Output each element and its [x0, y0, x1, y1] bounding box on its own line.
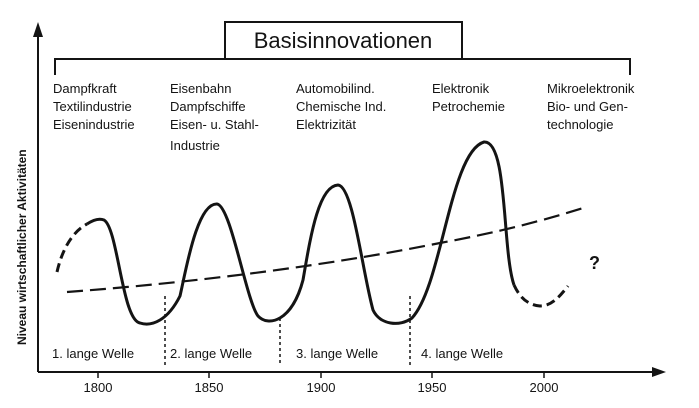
wave-future-dashed: [512, 284, 570, 308]
x-tick-label: 2000: [530, 380, 559, 395]
wave-label-3: 3. lange Welle: [296, 346, 378, 361]
title-box: [224, 21, 463, 60]
innovation-label: Elektronik: [432, 81, 490, 96]
innovation-group-2: Eisenbahn Dampfschiffe Eisen- u. Stahl- …: [170, 81, 259, 153]
innovation-group-4: Elektronik Petrochemie: [432, 81, 505, 114]
innovation-label: Petrochemie: [432, 99, 505, 114]
innovation-label: Chemische Ind.: [296, 99, 386, 114]
innovation-label: Dampfkraft: [53, 81, 117, 96]
x-tick-label: 1900: [307, 380, 336, 395]
innovation-label: Bio- und Gen-: [547, 99, 628, 114]
y-axis-label: Niveau wirtschaftlicher Aktivitäten: [15, 149, 29, 345]
innovation-label: Eisenbahn: [170, 81, 231, 96]
innovation-label: Automobilind.: [296, 81, 375, 96]
innovation-group-1: Dampfkraft Textilindustrie Eisenindustri…: [53, 81, 135, 132]
x-axis-arrow-icon: [652, 367, 666, 377]
innovation-label: Industrie: [170, 138, 220, 153]
diagram-title: Basisinnovationen: [254, 28, 433, 53]
innovation-label: Textilindustrie: [53, 99, 132, 114]
innovation-label: Dampfschiffe: [170, 99, 246, 114]
question-mark: ?: [589, 253, 600, 273]
innovation-group-5: Mikroelektronik Bio- und Gen- technologi…: [547, 81, 635, 132]
innovation-label: technologie: [547, 117, 614, 132]
y-axis-arrow-icon: [33, 22, 43, 37]
x-tick-label: 1800: [84, 380, 113, 395]
wave-label-1: 1. lange Welle: [52, 346, 134, 361]
wave-label-2: 2. lange Welle: [170, 346, 252, 361]
innovation-label: Elektrizität: [296, 117, 356, 132]
wave-start-dashed: [55, 222, 88, 273]
innovation-label: Eisenindustrie: [53, 117, 135, 132]
wave-label-4: 4. lange Welle: [421, 346, 503, 361]
trend-line: [66, 206, 584, 294]
x-tick-label: 1850: [195, 380, 224, 395]
x-tick-label: 1950: [418, 380, 447, 395]
title-bracket: [54, 58, 631, 75]
innovation-label: Eisen- u. Stahl-: [170, 117, 259, 132]
innovation-label: Mikroelektronik: [547, 81, 635, 96]
economic-wave: [86, 140, 516, 326]
innovation-group-3: Automobilind. Chemische Ind. Elektrizitä…: [296, 81, 386, 132]
